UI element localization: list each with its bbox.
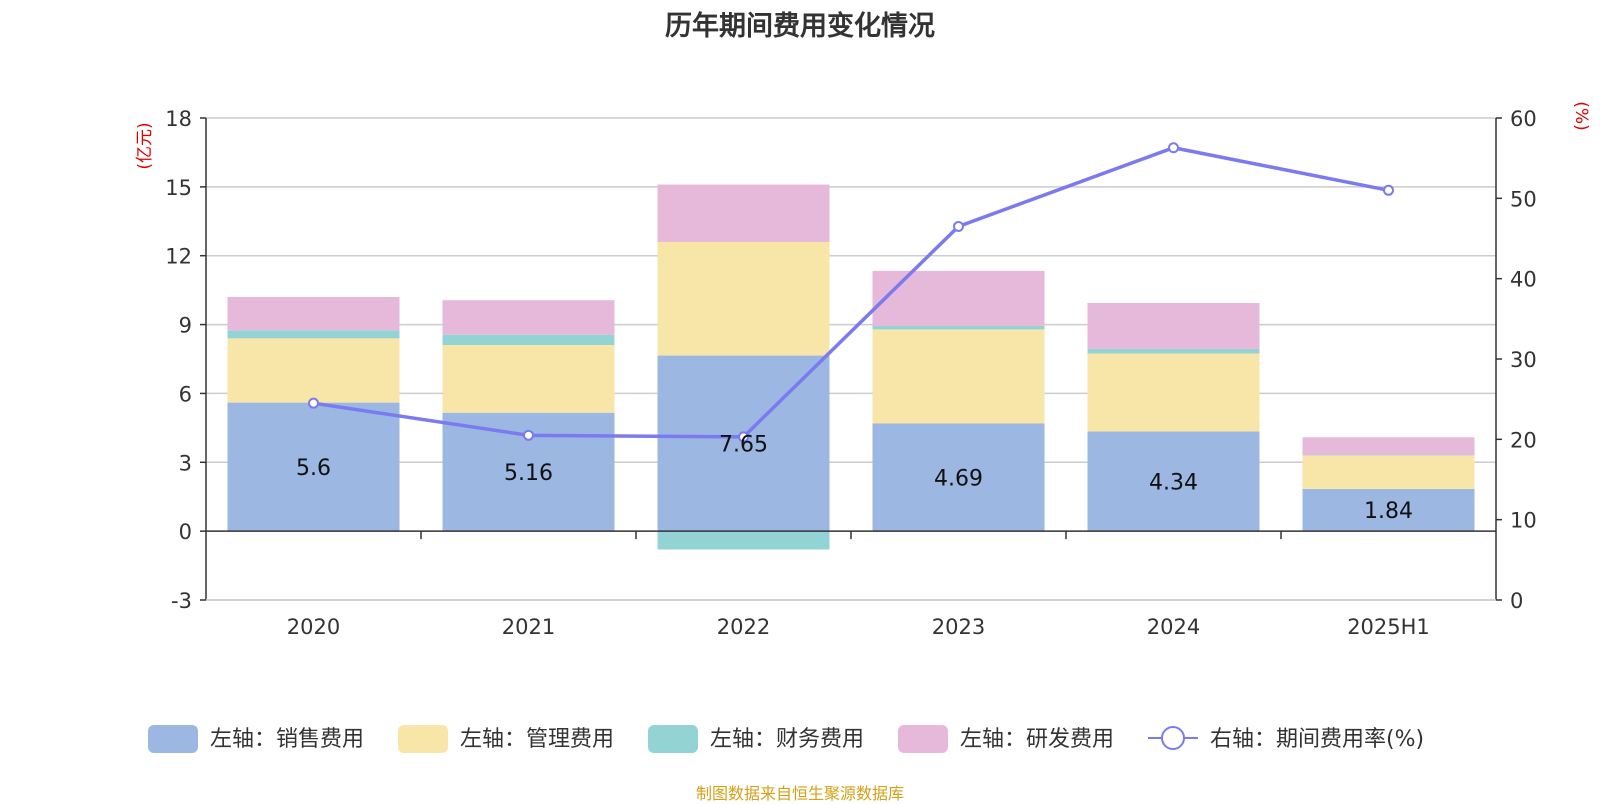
legend-label-admin: 左轴：管理费用 bbox=[460, 727, 614, 752]
legend-label-rate: 右轴：期间费用率(%) bbox=[1210, 727, 1424, 752]
bar-finance bbox=[873, 326, 1045, 329]
bar-rd bbox=[443, 300, 615, 334]
y-left-tick-label: 12 bbox=[165, 245, 192, 269]
y-left-tick-label: -3 bbox=[171, 589, 192, 613]
legend-label-sales: 左轴：销售费用 bbox=[210, 727, 364, 752]
sales-data-label: 4.34 bbox=[1149, 470, 1198, 495]
y-right-tick-label: 50 bbox=[1510, 187, 1537, 211]
bar-finance bbox=[228, 330, 400, 338]
bar-admin bbox=[228, 338, 400, 402]
bar-admin bbox=[1088, 353, 1260, 431]
y-left-tick-label: 3 bbox=[179, 451, 192, 475]
bar-rd bbox=[228, 297, 400, 330]
rate-point bbox=[524, 431, 533, 440]
y-left-tick-label: 6 bbox=[179, 382, 192, 406]
bar-series bbox=[228, 185, 1475, 550]
bar-rd bbox=[658, 185, 830, 242]
legend-swatch-admin bbox=[398, 725, 448, 753]
bar-finance bbox=[443, 335, 615, 345]
bar-admin bbox=[1303, 456, 1475, 489]
rate-point bbox=[1169, 143, 1178, 152]
y-right-tick-label: 60 bbox=[1510, 107, 1537, 131]
legend-swatch-rd bbox=[898, 725, 948, 753]
x-tick-label: 2023 bbox=[932, 615, 985, 639]
y-left-tick-label: 18 bbox=[165, 107, 192, 131]
bar-rd bbox=[1088, 303, 1260, 349]
bar-finance bbox=[658, 531, 830, 549]
x-tick-label: 2024 bbox=[1147, 615, 1200, 639]
legend: 左轴：销售费用 左轴：管理费用 左轴：财务费用 左轴：研发费用 右轴：期间费用率(%) bbox=[148, 725, 1424, 753]
y-right-tick-label: 20 bbox=[1510, 428, 1537, 452]
legend-marker-rate bbox=[1162, 727, 1184, 749]
legend-label-finance: 左轴：财务费用 bbox=[710, 727, 864, 752]
sales-data-label: 7.65 bbox=[719, 432, 768, 457]
bar-admin bbox=[658, 242, 830, 356]
bar-finance bbox=[1088, 349, 1260, 354]
sales-data-label: 5.6 bbox=[296, 456, 331, 481]
bar-rd bbox=[873, 271, 1045, 326]
y-right-tick-label: 30 bbox=[1510, 348, 1537, 372]
y-right-tick-label: 10 bbox=[1510, 509, 1537, 533]
sales-data-label: 1.84 bbox=[1364, 499, 1413, 524]
legend-label-rd: 左轴：研发费用 bbox=[960, 727, 1114, 752]
source-note: 制图数据来自恒生聚源数据库 bbox=[0, 780, 1600, 804]
y-left-tick-label: 9 bbox=[179, 314, 192, 338]
legend-swatch-finance bbox=[648, 725, 698, 753]
rate-point bbox=[954, 222, 963, 231]
y-right-unit-label: (%) bbox=[1571, 101, 1591, 130]
y-right-tick-label: 0 bbox=[1510, 589, 1523, 613]
y-right-tick-label: 40 bbox=[1510, 268, 1537, 292]
rate-point bbox=[309, 399, 318, 408]
bar-rd bbox=[1303, 437, 1475, 455]
x-tick-label: 2022 bbox=[717, 615, 770, 639]
y-left-tick-label: 15 bbox=[165, 176, 192, 200]
x-tick-label: 2025H1 bbox=[1347, 615, 1430, 639]
x-tick-label: 2021 bbox=[502, 615, 555, 639]
y-left-unit-label: (亿元) bbox=[135, 122, 155, 169]
legend-swatch-sales bbox=[148, 725, 198, 753]
sales-data-label: 4.69 bbox=[934, 466, 983, 491]
x-tick-label: 2020 bbox=[287, 615, 340, 639]
rate-point bbox=[1384, 186, 1393, 195]
bar-admin bbox=[443, 345, 615, 413]
bar-admin bbox=[873, 329, 1045, 423]
y-left-tick-label: 0 bbox=[179, 520, 192, 544]
sales-data-label: 5.16 bbox=[504, 461, 553, 486]
